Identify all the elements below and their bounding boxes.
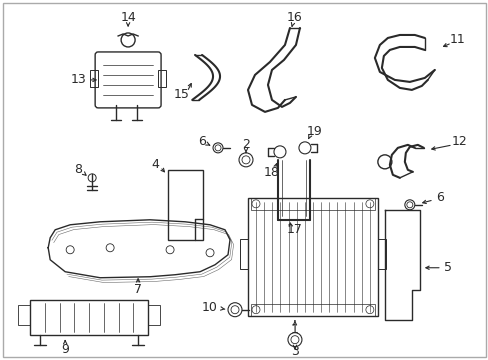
- Bar: [18, 305, 30, 325]
- Text: 19: 19: [306, 125, 322, 138]
- Text: 17: 17: [286, 223, 302, 236]
- Text: 6: 6: [198, 135, 205, 148]
- Text: 12: 12: [451, 135, 467, 148]
- Bar: [148, 305, 160, 325]
- Text: 4: 4: [151, 158, 159, 171]
- Text: 11: 11: [449, 33, 465, 46]
- Bar: [377, 239, 385, 269]
- Bar: [168, 170, 203, 240]
- Bar: [250, 198, 374, 210]
- Text: 3: 3: [290, 345, 298, 358]
- Bar: [247, 198, 377, 316]
- Text: 10: 10: [202, 301, 218, 314]
- Text: 16: 16: [286, 12, 302, 24]
- Bar: [240, 239, 247, 269]
- Text: 15: 15: [174, 89, 190, 102]
- Bar: [250, 304, 374, 316]
- Text: 2: 2: [242, 138, 249, 151]
- Text: 6: 6: [435, 191, 443, 204]
- Text: 1: 1: [290, 323, 298, 336]
- Text: 7: 7: [134, 283, 142, 296]
- Text: 8: 8: [74, 163, 82, 176]
- Text: 14: 14: [120, 12, 136, 24]
- Text: 5: 5: [443, 261, 451, 274]
- Bar: [30, 300, 148, 335]
- Text: 9: 9: [61, 343, 69, 356]
- Bar: [158, 70, 166, 87]
- Text: 13: 13: [70, 73, 86, 86]
- Bar: [90, 70, 98, 87]
- Text: 18: 18: [264, 166, 279, 179]
